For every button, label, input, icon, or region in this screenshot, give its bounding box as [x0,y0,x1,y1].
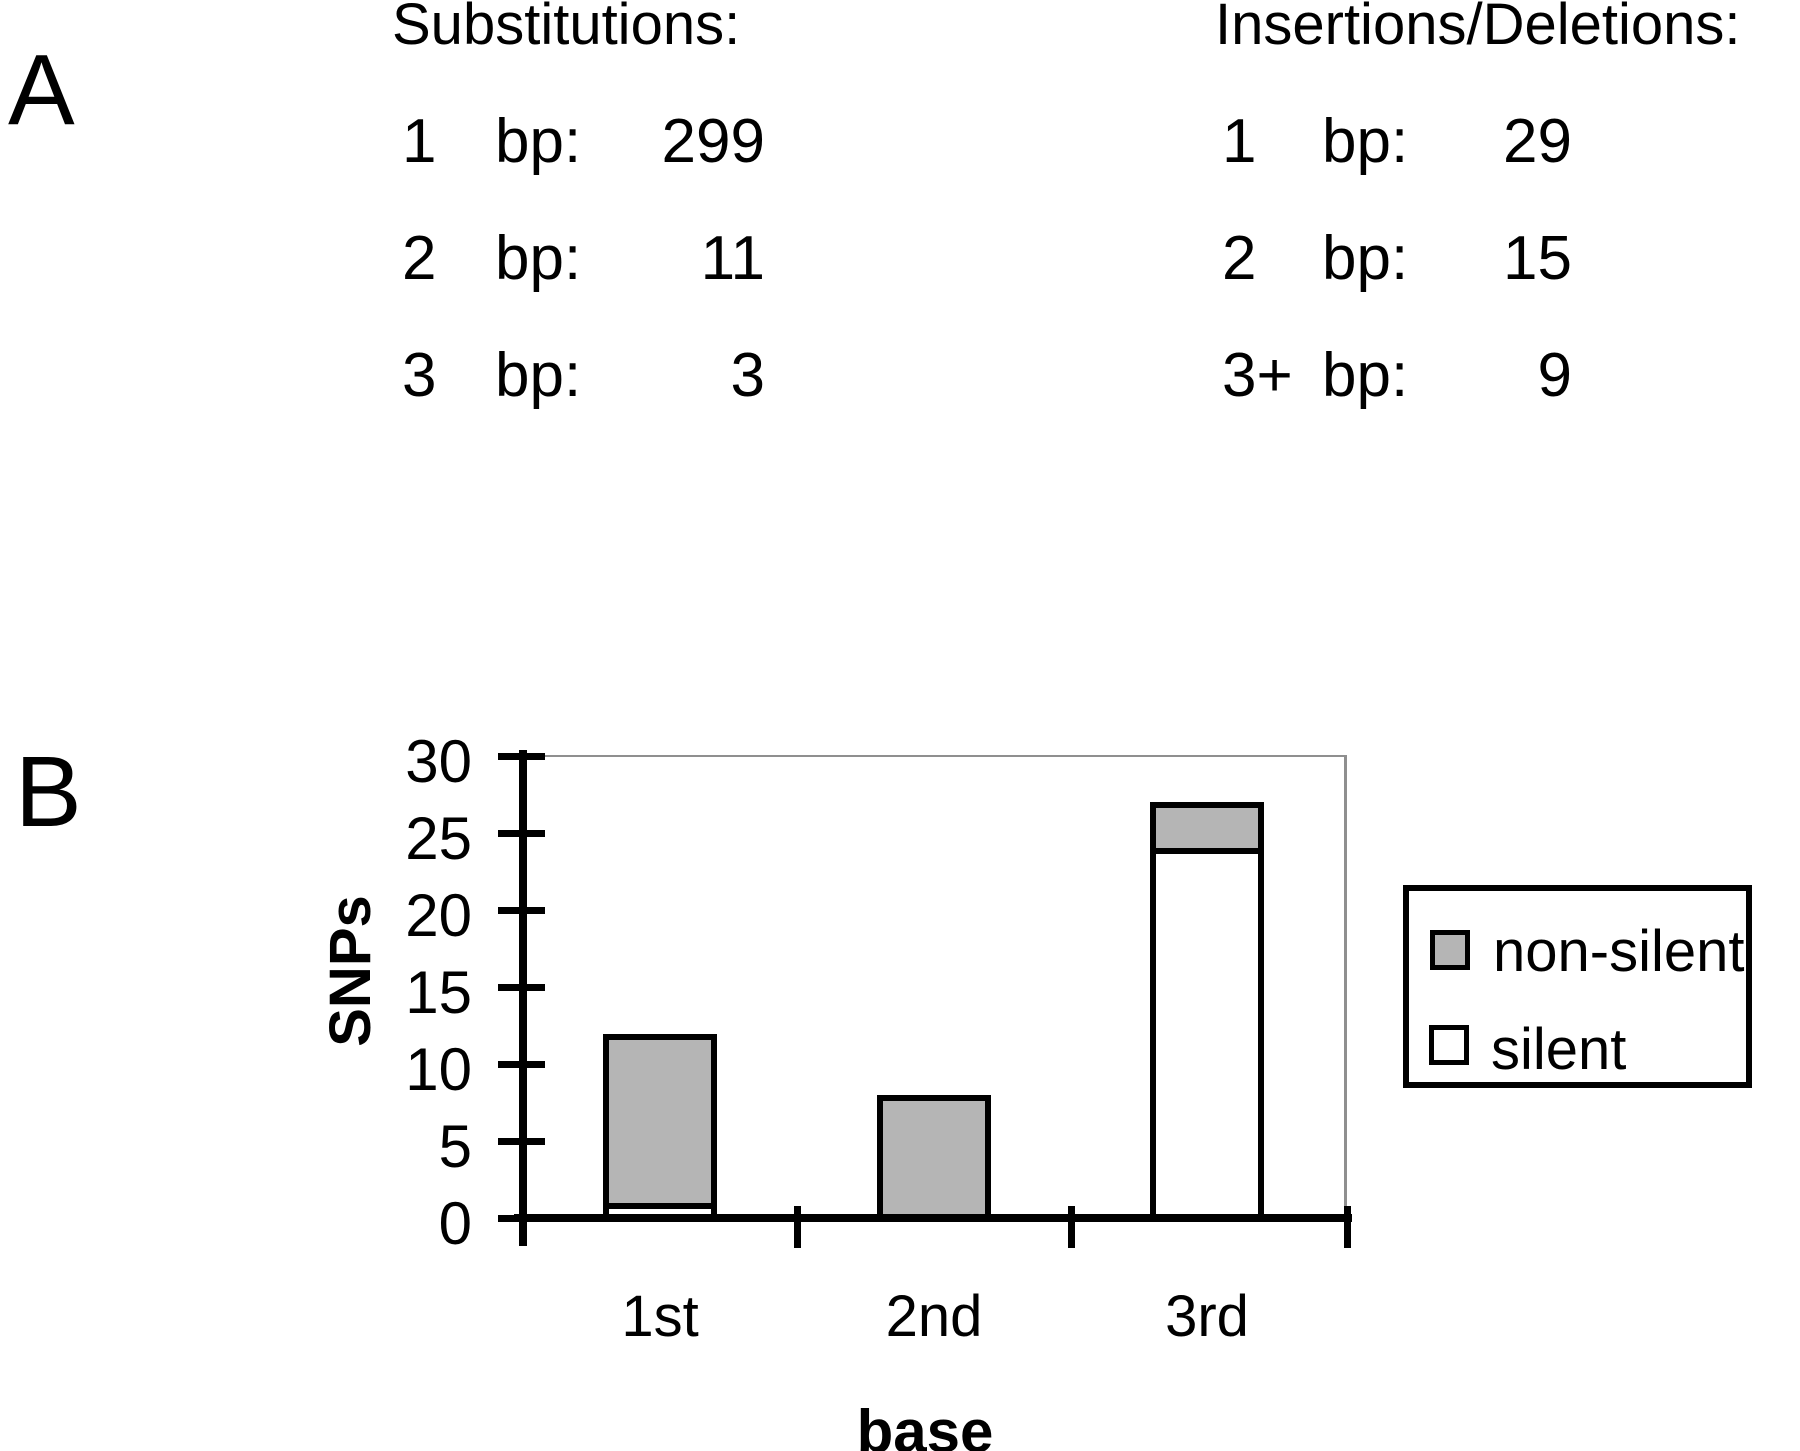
y-tick-label: 15 [405,959,472,1026]
row-count: 9 [1537,341,1572,410]
y-tick-label: 0 [438,1190,472,1257]
row-count: 11 [700,224,765,293]
row-size: 3+ [1222,341,1293,410]
y-tick [498,984,545,991]
bar-segment-non-silent [877,1095,991,1218]
row-unit: bp: [1322,224,1409,293]
y-tick [498,753,545,760]
plot-right-border [1344,755,1347,1218]
y-tick-label: 5 [438,1113,472,1180]
bar-segment-silent [1150,848,1264,1218]
x-axis-title: base [856,1398,994,1451]
row-size: 2 [402,224,437,293]
y-tick [498,830,545,837]
y-tick-label: 10 [405,1036,472,1103]
y-tick [498,907,545,914]
y-axis-line [519,750,527,1246]
panel-b-label: B [15,736,82,848]
x-category-label: 2nd [885,1284,983,1349]
y-tick [498,1138,545,1145]
x-tick [1068,1206,1075,1248]
y-tick-label: 30 [405,728,472,795]
row-unit: bp: [495,224,582,293]
row-size: 1 [1222,107,1257,176]
legend-label-silent: silent [1491,1017,1627,1082]
row-count: 299 [661,107,765,176]
insertions-deletions-heading: Insertions/Deletions: [1215,0,1741,57]
row-count: 15 [1503,224,1572,293]
row-unit: bp: [1322,341,1409,410]
substitutions-heading: Substitutions: [392,0,741,57]
legend-box: non-silent silent [1403,885,1752,1088]
y-tick [498,1215,545,1222]
legend-swatch-silent [1429,1025,1469,1065]
legend-swatch-non-silent [1430,930,1470,970]
row-size: 2 [1222,224,1257,293]
y-tick-label: 20 [405,882,472,949]
x-tick [794,1206,801,1248]
y-tick-label: 25 [405,805,472,872]
row-size: 3 [402,341,437,410]
legend-label-non-silent: non-silent [1493,919,1745,984]
x-category-label: 3rd [1165,1284,1249,1349]
x-axis-line [514,1214,1352,1222]
row-unit: bp: [495,341,582,410]
x-tick [1344,1206,1351,1248]
bar-segment-non-silent [1150,802,1264,848]
panel-a-label: A [8,34,75,146]
row-size: 1 [402,107,437,176]
row-unit: bp: [1322,107,1409,176]
row-count: 29 [1503,107,1572,176]
x-category-label: 1st [621,1284,699,1349]
bar-segment-non-silent [603,1034,717,1203]
row-count: 3 [730,341,765,410]
row-unit: bp: [495,107,582,176]
y-tick [498,1061,545,1068]
top-gridline [523,755,1347,757]
